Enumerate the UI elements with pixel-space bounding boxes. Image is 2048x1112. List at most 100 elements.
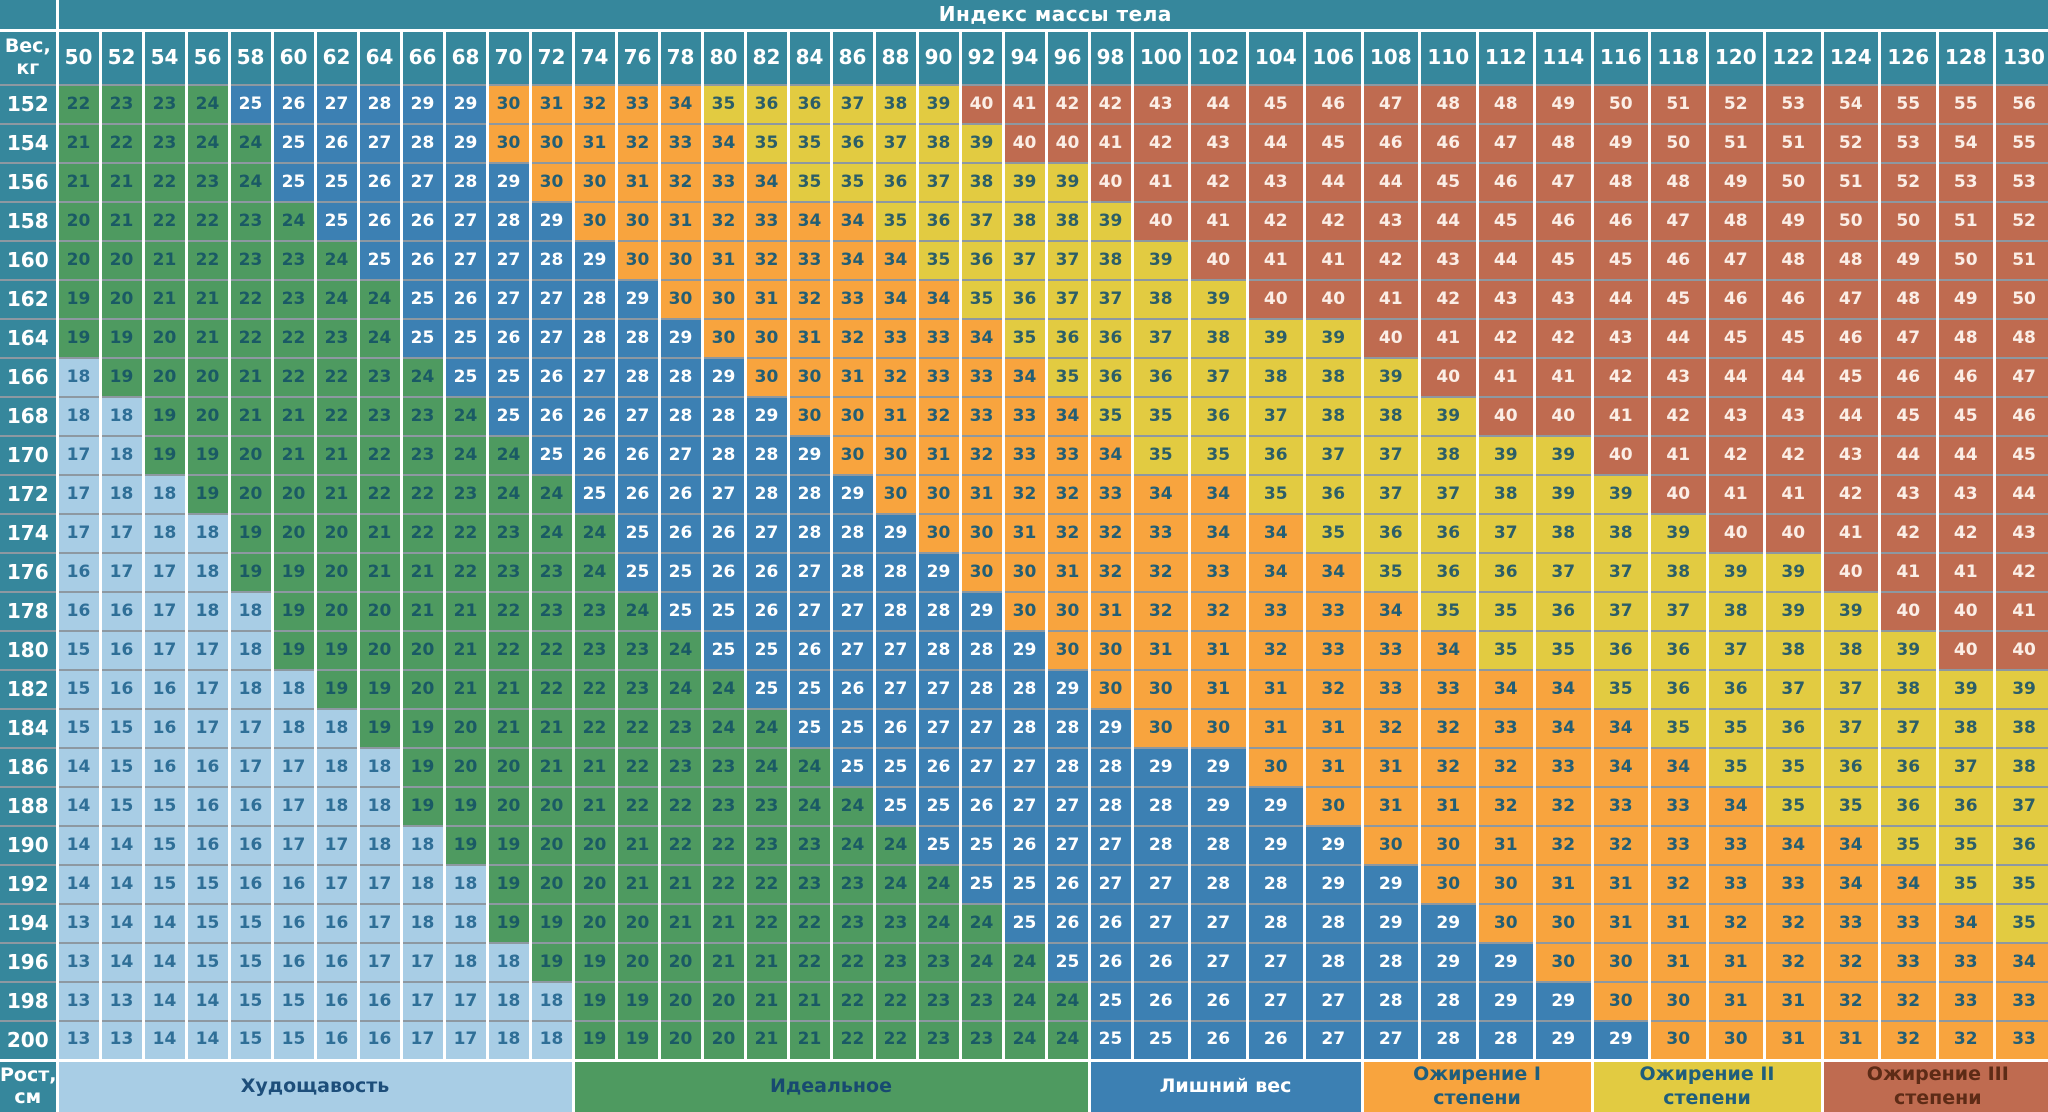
bmi-cell: 23 <box>401 397 446 437</box>
bmi-cell: 39 <box>1764 592 1824 632</box>
bmi-cell: 41 <box>1003 85 1048 125</box>
bmi-cell: 20 <box>616 943 661 983</box>
bmi-cell: 39 <box>1994 670 2048 710</box>
bmi-cell: 17 <box>100 514 145 554</box>
bmi-cell: 23 <box>917 943 962 983</box>
bmi-cell: 42 <box>1649 397 1709 437</box>
bmi-cell: 40 <box>1362 319 1421 359</box>
bmi-cell: 37 <box>831 85 876 125</box>
bmi-cell: 20 <box>100 241 145 281</box>
bmi-cell: 14 <box>186 1021 231 1062</box>
bmi-cell: 31 <box>1362 748 1421 788</box>
bmi-cell: 25 <box>229 85 274 125</box>
bmi-cell: 32 <box>1822 943 1881 983</box>
bmi-cell: 18 <box>444 904 489 944</box>
bmi-cell: 23 <box>358 358 403 398</box>
bmi-cell: 22 <box>659 826 704 866</box>
bmi-cell: 40 <box>1707 514 1766 554</box>
height-row-header: 158 <box>0 202 59 242</box>
bmi-cell: 33 <box>1764 865 1824 905</box>
bmi-cell: 19 <box>100 319 145 359</box>
bmi-cell: 33 <box>1247 592 1306 632</box>
bmi-cell: 15 <box>100 748 145 788</box>
bmi-cell: 17 <box>229 748 274 788</box>
bmi-cell: 19 <box>573 943 618 983</box>
bmi-cell: 41 <box>1247 241 1306 281</box>
bmi-cell: 18 <box>186 514 231 554</box>
bmi-cell: 48 <box>1592 163 1651 203</box>
bmi-cell: 29 <box>401 85 446 125</box>
bmi-cell: 27 <box>1003 787 1048 827</box>
bmi-cell: 31 <box>1089 592 1134 632</box>
bmi-cell: 30 <box>487 85 532 125</box>
bmi-cell: 28 <box>745 436 790 476</box>
bmi-cell: 32 <box>745 241 790 281</box>
bmi-cell: 43 <box>1937 475 1996 515</box>
height-row-header: 184 <box>0 709 59 749</box>
bmi-cell: 17 <box>315 826 360 866</box>
bmi-cell: 27 <box>487 241 532 281</box>
bmi-cell: 24 <box>1003 1021 1048 1062</box>
bmi-cell: 21 <box>530 748 575 788</box>
bmi-cell: 19 <box>616 1021 661 1062</box>
bmi-cell: 30 <box>1089 631 1134 671</box>
bmi-cell: 35 <box>702 85 747 125</box>
bmi-cell: 31 <box>1247 670 1306 710</box>
bmi-cell: 38 <box>1534 514 1594 554</box>
bmi-cell: 18 <box>143 475 188 515</box>
bmi-cell: 43 <box>1132 85 1191 125</box>
bmi-cell: 21 <box>315 475 360 515</box>
bmi-cell: 24 <box>745 748 790 788</box>
bmi-cell: 34 <box>1879 865 1939 905</box>
bmi-cell: 34 <box>1247 514 1306 554</box>
bmi-cell: 19 <box>401 748 446 788</box>
bmi-cell: 25 <box>702 592 747 632</box>
bmi-cell: 30 <box>1649 982 1709 1022</box>
bmi-cell: 48 <box>1477 85 1536 125</box>
bmi-cell: 37 <box>1994 787 2048 827</box>
bmi-cell: 42 <box>1362 241 1421 281</box>
table-row: 166 18 19 20 20 21 22 22 23 24 25 25 26 27 28 28 29 30 30 3… <box>0 358 2048 398</box>
bmi-cell: 20 <box>401 670 446 710</box>
bmi-cell: 25 <box>616 553 661 593</box>
bmi-cell: 32 <box>874 358 919 398</box>
bmi-cell: 28 <box>831 514 876 554</box>
bmi-cell: 51 <box>1764 124 1824 164</box>
weight-col-header: 74 <box>573 30 618 86</box>
bmi-cell: 21 <box>143 280 188 320</box>
bmi-cell: 37 <box>1937 748 1996 788</box>
bmi-cell: 41 <box>1764 475 1824 515</box>
bmi-cell: 30 <box>702 319 747 359</box>
bmi-cell: 26 <box>659 475 704 515</box>
bmi-cell: 30 <box>530 124 575 164</box>
bmi-cell: 43 <box>1994 514 2048 554</box>
bmi-cell: 54 <box>1822 85 1881 125</box>
bmi-cell: 17 <box>272 787 317 827</box>
bmi-cell: 35 <box>917 241 962 281</box>
bmi-cell: 17 <box>315 865 360 905</box>
bmi-cell: 34 <box>1534 670 1594 710</box>
bmi-cell: 36 <box>1089 358 1134 398</box>
bmi-cell: 32 <box>1477 748 1536 788</box>
bmi-cell: 17 <box>401 943 446 983</box>
bmi-cell: 37 <box>1592 592 1651 632</box>
bmi-cell: 35 <box>1879 826 1939 866</box>
bmi-cell: 46 <box>1764 280 1824 320</box>
bmi-cell: 42 <box>1247 202 1306 242</box>
bmi-cell: 17 <box>186 631 231 671</box>
bmi-cell: 13 <box>100 1021 145 1062</box>
bmi-cell: 14 <box>100 943 145 983</box>
height-row-header: 156 <box>0 163 59 203</box>
bmi-cell: 37 <box>1046 280 1091 320</box>
bmi-cell: 18 <box>100 436 145 476</box>
bmi-cell: 44 <box>1879 436 1939 476</box>
bmi-cell: 27 <box>745 514 790 554</box>
bmi-cell: 34 <box>788 202 833 242</box>
bmi-cell: 46 <box>1362 124 1421 164</box>
bmi-cell: 34 <box>874 241 919 281</box>
bmi-cell: 30 <box>745 319 790 359</box>
bmi-cell: 15 <box>57 709 102 749</box>
bmi-cell: 28 <box>358 85 403 125</box>
bmi-cell: 28 <box>831 553 876 593</box>
